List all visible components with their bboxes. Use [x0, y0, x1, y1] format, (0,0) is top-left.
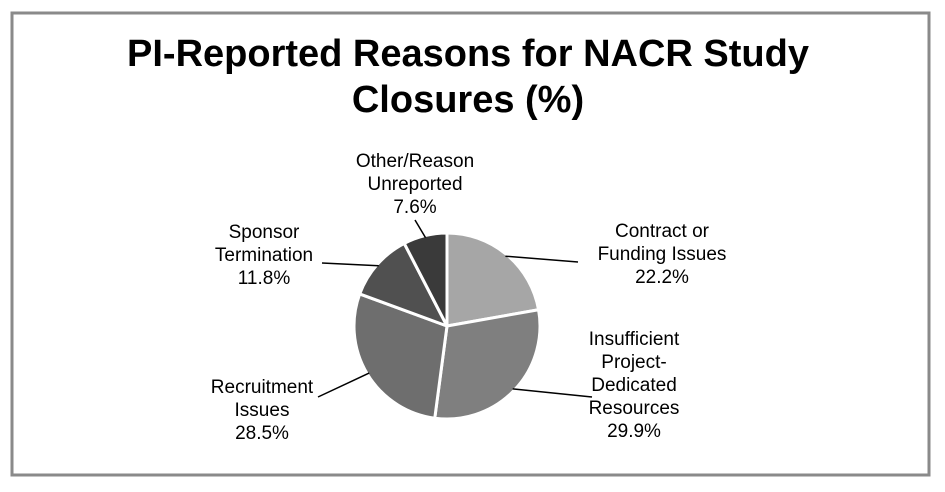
- leader-line-other-reason-unreported: [414, 219, 427, 238]
- slice-value-contract-or-funding-issues: 22.2%: [635, 267, 689, 288]
- leader-line-insufficient-project-dedicated-resources: [512, 388, 593, 398]
- leader-lines: [317, 219, 593, 398]
- leader-line-recruitment-issues: [317, 372, 370, 398]
- slice-label-insufficient-project-dedicated-resources: Resources: [589, 398, 680, 419]
- slice-value-sponsor-termination: 11.8%: [238, 268, 291, 289]
- slice-value-other-reason-unreported: 7.6%: [393, 197, 436, 218]
- slice-label-contract-or-funding-issues: Funding Issues: [598, 244, 727, 265]
- leader-line-sponsor-termination: [321, 262, 379, 267]
- slice-label-insufficient-project-dedicated-resources: Project-: [601, 352, 666, 373]
- pie-slice-contract-or-funding-issues: [445, 231, 541, 328]
- pie-slice-insufficient-project-dedicated-resources: [433, 308, 542, 421]
- slice-label-insufficient-project-dedicated-resources: Dedicated: [591, 375, 677, 396]
- slice-value-recruitment-issues: 28.5%: [235, 423, 289, 444]
- slice-label-sponsor-termination: Termination: [215, 245, 313, 266]
- leader-line-contract-or-funding-issues: [505, 255, 579, 263]
- slice-label-insufficient-project-dedicated-resources: Insufficient: [589, 329, 680, 350]
- slice-label-sponsor-termination: Sponsor: [229, 222, 300, 243]
- slice-value-insufficient-project-dedicated-resources: 29.9%: [607, 421, 661, 442]
- slice-label-contract-or-funding-issues: Contract or: [615, 221, 710, 242]
- slice-label-recruitment-issues: Issues: [235, 400, 290, 421]
- slice-label-recruitment-issues: Recruitment: [211, 377, 314, 398]
- slice-label-other-reason-unreported: Other/Reason: [356, 151, 474, 172]
- chart-title-line-1: PI-Reported Reasons for NACR Study: [127, 33, 809, 75]
- slice-label-other-reason-unreported: Unreported: [367, 174, 462, 195]
- pie-slices: [352, 231, 542, 421]
- chart-title-line-2: Closures (%): [352, 79, 584, 121]
